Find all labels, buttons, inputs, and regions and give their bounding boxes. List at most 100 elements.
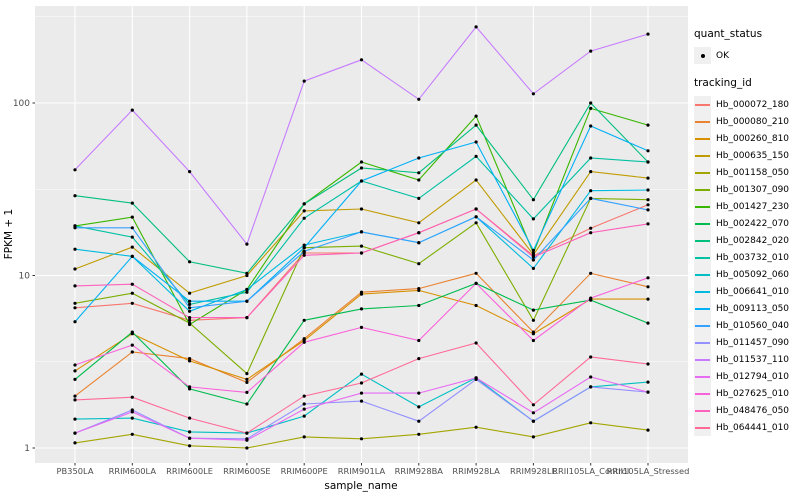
legend-key-Hb_000635_150 [694, 147, 711, 164]
point-Hb_002842_020-RRIM901LA [359, 166, 364, 170]
point-Hb_000260_810-PB350LA [73, 369, 77, 373]
point-Hb_011537_110-RRIM928LA [474, 25, 478, 29]
legend-item-label: Hb_011457_090 [716, 337, 790, 348]
legend-item-label: Hb_048476_050 [716, 405, 790, 416]
legend-item-Hb_006641_010: Hb_006641_010 [694, 283, 800, 300]
point-Hb_009113_050-RRIM600PE [302, 246, 306, 250]
point-Hb_010560_040-RRIM901LA [359, 230, 364, 234]
point-Hb_002422_070-RRIM928LE [531, 308, 536, 312]
point-Hb_002422_070-RRIM600LA [130, 330, 134, 334]
point-Hb_000635_150-RRIM600LE [188, 291, 192, 295]
point-Hb_002842_020-RRIM600LE [188, 260, 192, 264]
legend-key-Hb_011537_110 [694, 351, 711, 368]
point-Hb_002422_070-RRIM901LA [359, 307, 364, 311]
legend-key-line-icon [695, 324, 710, 327]
legend-key-Hb_006641_010 [694, 283, 711, 300]
point-Hb_064441_010-RRII105LA_Stressed [646, 362, 650, 366]
point-Hb_048476_050-RRIM928BA [417, 231, 421, 235]
legend-item-label: Hb_001307_090 [716, 184, 790, 195]
point-Hb_001427_230-RRII105LA_Stressed [646, 123, 650, 127]
point-Hb_027625_010-RRIM600LA [130, 343, 134, 347]
legend-item-label: Hb_064441_010 [716, 422, 790, 433]
point-Hb_005092_060-RRIM901LA [359, 372, 364, 376]
point-Hb_003732_010-RRIM600LE [188, 302, 192, 306]
point-Hb_064441_010-RRIM901LA [359, 381, 364, 385]
point-Hb_011457_090-RRIM901LA [359, 399, 364, 403]
point-Hb_002842_020-RRIM600SE [245, 271, 249, 275]
x-tick-label-RRIM600SE: RRIM600SE [223, 466, 270, 476]
legend-key-Hb_027625_010 [694, 385, 711, 402]
legend-item-Hb_000072_180: Hb_000072_180 [694, 96, 800, 113]
point-Hb_012794_010-RRIM928LA [474, 376, 478, 380]
legend-item-Hb_005092_060: Hb_005092_060 [694, 266, 800, 283]
point-Hb_001307_090-RRII105LA_Stressed [646, 198, 650, 202]
x-tick-label-RRIM600LA: RRIM600LA [109, 466, 157, 476]
x-tick-label-RRIM928LA: RRIM928LA [452, 466, 500, 476]
y-tick-label: 10 [19, 272, 31, 282]
x-tick-label-RRIM928BA: RRIM928BA [395, 466, 444, 476]
point-Hb_012794_010-RRII105LA_Control [589, 375, 593, 379]
point-Hb_048476_050-RRIM600PE [302, 253, 306, 257]
point-Hb_001307_090-PB350LA [73, 301, 77, 305]
point-Hb_001158_050-RRIM928BA [417, 432, 421, 436]
point-Hb_002422_070-RRIM928BA [417, 303, 421, 308]
point-Hb_048476_050-RRIM600LE [188, 316, 192, 320]
point-Hb_001158_050-RRIM600LA [130, 432, 134, 436]
point-Hb_027625_010-RRII105LA_Stressed [646, 276, 650, 280]
point-Hb_000635_150-RRIM600PE [302, 209, 306, 213]
point-Hb_001307_090-RRIM600SE [245, 372, 249, 376]
legend-key-line-icon [695, 188, 710, 191]
point-Hb_001427_230-RRII105LA_Control [589, 106, 593, 110]
point-Hb_001158_050-RRIM600LE [188, 444, 192, 448]
point-Hb_027625_010-RRIM600PE [302, 340, 306, 344]
legend-key-Hb_000080_210 [694, 113, 711, 130]
axis-group: 1 10 100 PB350LA RRIM600LA RRIM600LE RRIM600SE… [13, 99, 690, 476]
point-Hb_000635_150-RRIM600LA [130, 245, 134, 249]
point-Hb_011537_110-PB350LA [73, 168, 77, 172]
legend-item-Hb_002842_020: Hb_002842_020 [694, 232, 800, 249]
legend-item-label: Hb_000635_150 [716, 150, 790, 161]
point-Hb_001158_050-RRIM600PE [302, 435, 306, 439]
x-axis-title: sample_name [324, 480, 397, 492]
legend-item-label: Hb_002842_020 [716, 235, 790, 246]
legend-item-Hb_010560_040: Hb_010560_040 [694, 317, 800, 334]
point-Hb_000080_210-RRIM600SE [245, 380, 249, 384]
point-Hb_001427_230-RRIM928LA [474, 114, 478, 118]
point-Hb_003732_010-RRII105LA_Control [589, 156, 593, 160]
legend-item-Hb_000080_210: Hb_000080_210 [694, 113, 800, 130]
legend-key-Hb_064441_010 [694, 419, 711, 436]
point-Hb_006641_010-RRII105LA_Stressed [646, 188, 650, 192]
legend-item-label: Hb_012794_010 [716, 371, 790, 382]
point-Hb_011537_110-RRIM600SE [245, 242, 249, 246]
point-Hb_002422_070-PB350LA [73, 377, 77, 381]
legend-item-label: Hb_003732_010 [716, 252, 790, 263]
point-Hb_001307_090-RRIM928BA [417, 262, 421, 266]
point-Hb_003732_010-RRIM600SE [245, 290, 249, 294]
point-Hb_012794_010-RRIM600PE [302, 407, 306, 411]
point-Hb_000635_150-RRII105LA_Control [589, 170, 593, 174]
point-Hb_001158_050-RRIM928LA [474, 425, 478, 429]
legend: quant_status OK tracking_id Hb_000072_18… [694, 24, 800, 436]
point-Hb_011537_110-RRII105LA_Stressed [646, 32, 650, 36]
point-Hb_000260_810-RRIM600SE [245, 377, 249, 381]
point-Hb_012794_010-PB350LA [73, 431, 77, 435]
legend-key-line-icon [695, 392, 710, 395]
point-Hb_064441_010-RRIM600LA [130, 395, 134, 399]
point-Hb_003732_010-RRIM928LA [474, 154, 478, 158]
point-Hb_000635_150-RRIM928LA [474, 178, 478, 182]
point-Hb_048476_050-RRIM600LA [130, 282, 134, 286]
point-Hb_048476_050-RRIM600SE [245, 316, 249, 320]
point-Hb_002842_020-RRIM600LA [130, 201, 134, 205]
point-Hb_064441_010-RRIM600PE [302, 394, 306, 398]
y-tick-label: 1 [24, 444, 30, 454]
point-Hb_064441_010-RRIM928LA [474, 341, 478, 345]
legend-key-line-icon [695, 307, 710, 310]
point-Hb_009113_050-RRIM901LA [359, 179, 364, 183]
point-Hb_000080_210-RRIM600LE [188, 357, 192, 361]
point-Hb_000080_210-PB350LA [73, 394, 77, 398]
legend-key-Hb_000072_180 [694, 96, 711, 113]
point-Hb_006641_010-RRIM600SE [245, 287, 249, 292]
point-Hb_000635_150-PB350LA [73, 267, 77, 271]
point-Hb_012794_010-RRII105LA_Stressed [646, 390, 650, 394]
